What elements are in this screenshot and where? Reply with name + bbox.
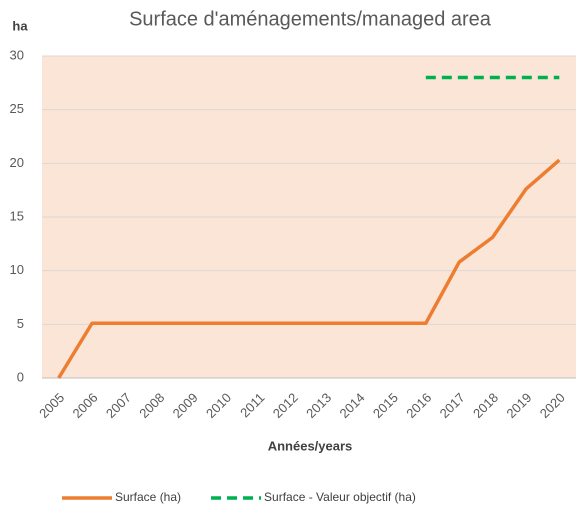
x-tick-label: 2013	[303, 390, 334, 421]
legend-label: Surface (ha)	[115, 490, 181, 504]
x-tick-label: 2012	[270, 390, 301, 421]
chart-title: Surface d'aménagements/managed area	[129, 8, 492, 30]
x-tick-label: 2015	[370, 390, 401, 421]
x-tick-label: 2016	[403, 390, 434, 421]
y-tick-label: 30	[10, 47, 24, 62]
y-axis-label: ha	[12, 18, 28, 33]
x-tick-label: 2019	[503, 390, 534, 421]
x-axis-label: Années/years	[268, 438, 353, 453]
series-line	[57, 158, 561, 379]
legend-label: Surface - Valeur objectif (ha)	[264, 490, 416, 504]
y-tick-label: 10	[10, 262, 24, 277]
y-tick-label: 0	[17, 369, 24, 384]
y-tick-label: 15	[10, 208, 24, 223]
x-tick-label: 2006	[70, 390, 101, 421]
y-tick-label: 20	[10, 155, 24, 170]
x-tick-label: 2020	[537, 390, 568, 421]
x-tick-label: 2014	[337, 390, 368, 421]
x-tick-label: 2008	[136, 390, 167, 421]
x-tick-label: 2018	[470, 390, 501, 421]
x-tick-label: 2009	[170, 390, 201, 421]
x-tick-label: 2005	[36, 390, 67, 421]
x-tick-label: 2007	[103, 390, 134, 421]
y-tick-label: 25	[10, 101, 24, 116]
y-tick-label: 5	[17, 316, 24, 331]
x-tick-label: 2010	[203, 390, 234, 421]
x-tick-label: 2011	[237, 390, 267, 420]
x-tick-label: 2017	[437, 390, 468, 421]
